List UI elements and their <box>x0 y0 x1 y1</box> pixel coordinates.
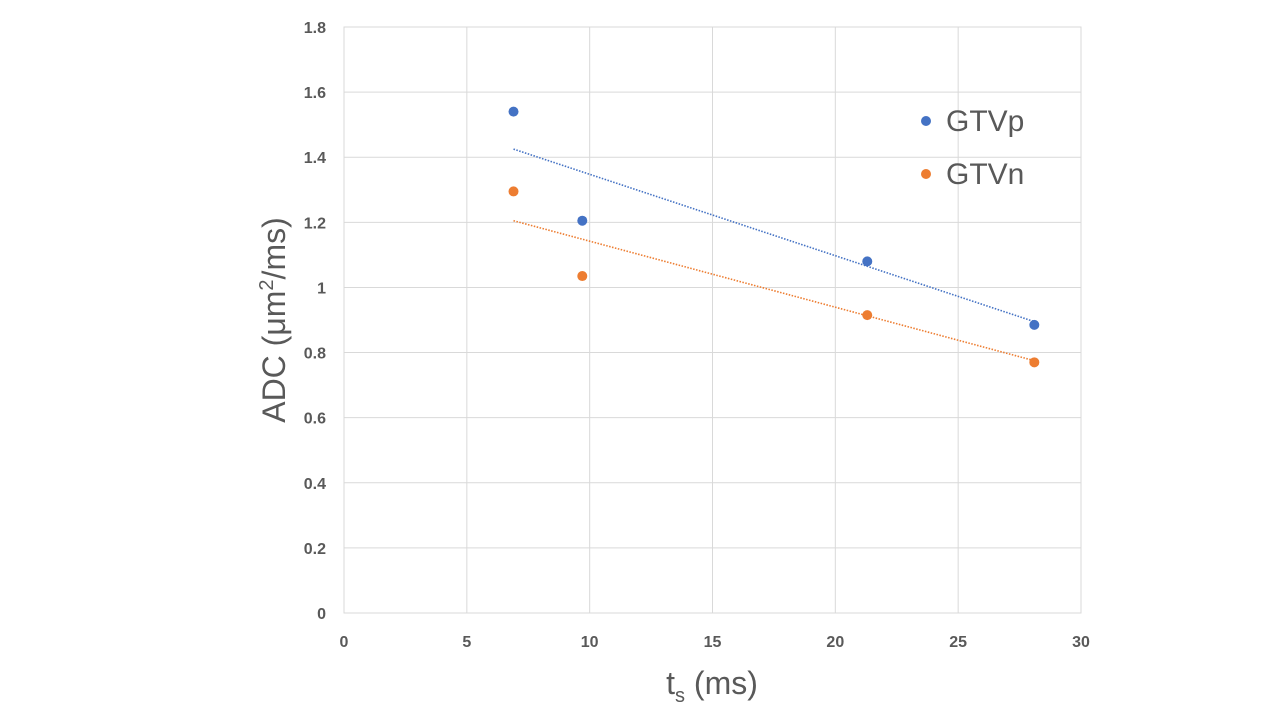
data-point-gtvn <box>508 186 519 197</box>
y-tick-label: 0.2 <box>304 541 326 558</box>
x-axis-ticks: 0 5 10 15 20 25 30 <box>340 634 1090 651</box>
x-tick-label: 30 <box>1072 634 1090 651</box>
x-axis-title: ts (ms) <box>666 665 758 707</box>
y-tick-label: 1.2 <box>304 215 326 232</box>
legend-marker-gtvn <box>921 169 931 179</box>
x-tick-label: 10 <box>581 634 599 651</box>
y-tick-label: 0.4 <box>304 476 326 493</box>
legend-marker-gtvp <box>921 116 931 126</box>
trendline-gtvn <box>513 219 1035 362</box>
legend-label-gtvp: GTVp <box>946 105 1024 138</box>
y-axis-title-pre: ADC (μm <box>256 291 292 423</box>
y-tick-label: 1.4 <box>304 150 326 167</box>
y-axis-title-post: /ms) <box>256 217 292 279</box>
x-tick-label: 5 <box>462 634 471 651</box>
x-axis-title-subscript: s <box>675 685 685 707</box>
data-points <box>508 106 1040 368</box>
x-tick-label: 25 <box>949 634 967 651</box>
data-point-gtvn <box>862 310 873 321</box>
legend: GTVp GTVn <box>921 105 1024 191</box>
y-tick-label: 1.6 <box>304 85 326 102</box>
x-tick-label: 20 <box>826 634 844 651</box>
y-tick-label: 0.6 <box>304 411 326 428</box>
x-axis-title-rest: (ms) <box>685 665 758 701</box>
data-point-gtvn <box>577 271 588 282</box>
y-tick-label: 1 <box>317 280 326 297</box>
plot-area-border <box>343 26 1082 614</box>
x-tick-label: 15 <box>704 634 722 651</box>
y-tick-label: 0 <box>317 606 326 623</box>
data-point-gtvn <box>1029 357 1040 368</box>
y-tick-label: 0.8 <box>304 346 326 363</box>
trendline-gtvp <box>513 148 1035 323</box>
y-axis-title-superscript: 2 <box>256 279 278 290</box>
y-axis-ticks: 0 0.2 0.4 0.6 0.8 1 1.2 1.4 1.6 1.8 <box>304 20 326 623</box>
data-point-gtvp <box>1029 319 1040 330</box>
trendlines <box>513 148 1035 362</box>
y-axis-title: ADC (μm2/ms) <box>256 217 292 423</box>
data-point-gtvp <box>577 215 588 226</box>
data-point-gtvp <box>862 256 873 267</box>
y-tick-label: 1.8 <box>304 20 326 37</box>
data-point-gtvp <box>508 106 519 117</box>
x-axis-title-main: t <box>666 665 675 701</box>
legend-label-gtvn: GTVn <box>946 158 1024 191</box>
x-tick-label: 0 <box>340 634 349 651</box>
